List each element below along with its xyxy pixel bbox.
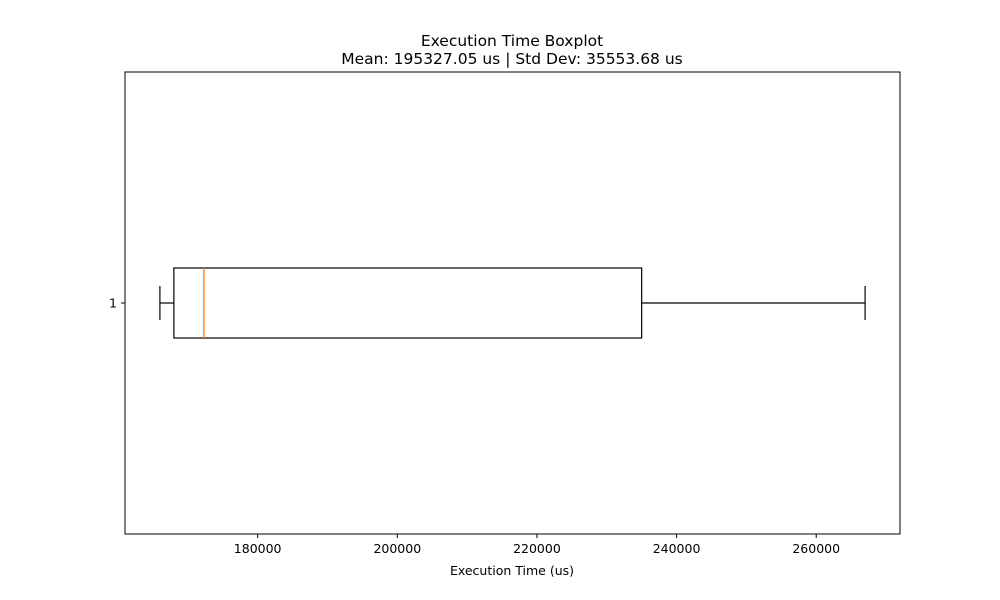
iqr-box — [173, 267, 643, 339]
x-axis-label: Execution Time (us) — [450, 563, 574, 578]
x-tick-label: 220000 — [513, 541, 561, 556]
x-tick-label: 180000 — [234, 541, 282, 556]
chart-subtitle: Mean: 195327.05 us | Std Dev: 35553.68 u… — [341, 50, 683, 68]
x-tick-label: 200000 — [373, 541, 421, 556]
x-tick-label: 260000 — [792, 541, 840, 556]
x-tick-label: 240000 — [653, 541, 701, 556]
y-tick-label: 1 — [109, 296, 117, 311]
chart-title: Execution Time Boxplot — [421, 32, 603, 50]
